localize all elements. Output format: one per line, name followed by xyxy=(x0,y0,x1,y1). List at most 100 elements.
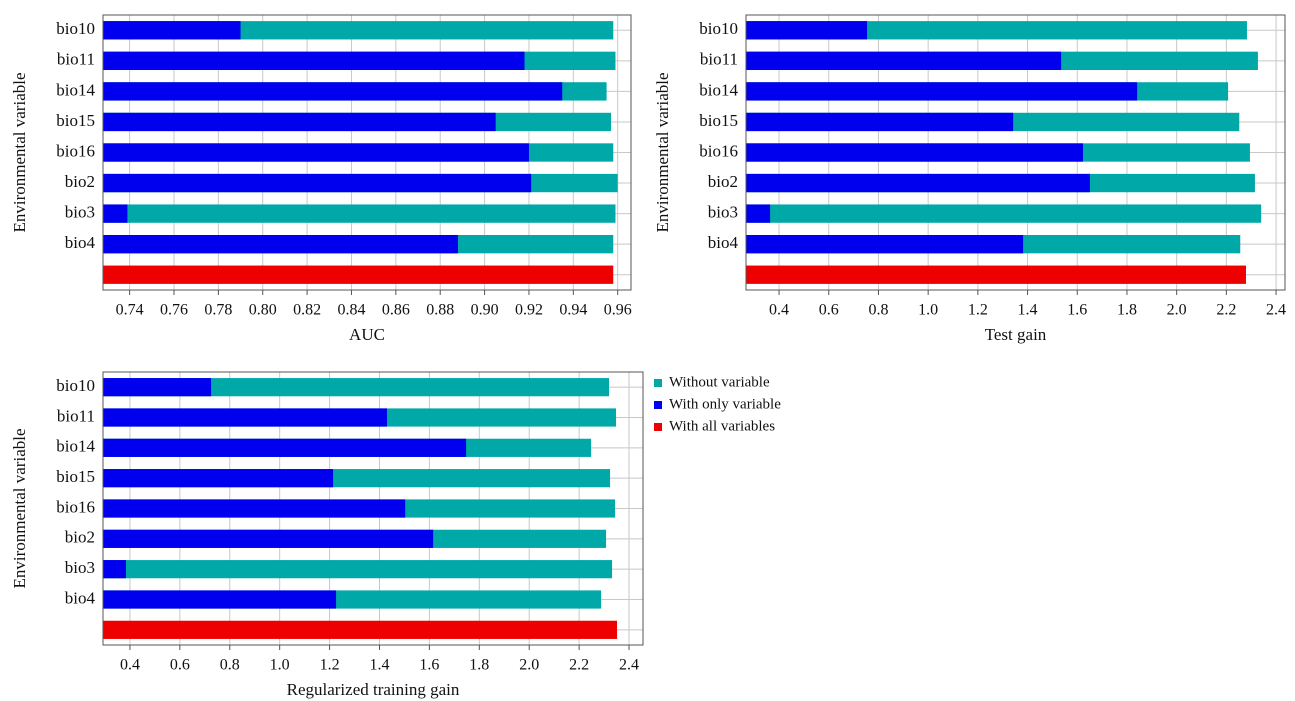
y-tick-label: bio11 xyxy=(700,50,738,69)
plot-frame xyxy=(102,14,632,291)
bar xyxy=(103,560,613,579)
x-tick-label: 0.82 xyxy=(293,302,321,319)
y-tick-label: bio15 xyxy=(699,111,738,130)
legend-label: With all variables xyxy=(669,418,775,434)
x-tick-label: 1.0 xyxy=(270,657,290,674)
x-tick-label: 0.76 xyxy=(160,302,188,319)
x-tick-label: 0.6 xyxy=(170,657,190,674)
bar xyxy=(103,408,387,427)
x-tick-label: 2.2 xyxy=(569,657,589,674)
y-tick-label: bio3 xyxy=(65,558,95,577)
bar xyxy=(103,378,212,397)
x-tick-label: 0.84 xyxy=(337,302,365,319)
y-tick-label: bio16 xyxy=(56,497,95,516)
y-tick-label: bio14 xyxy=(699,80,738,99)
bar xyxy=(103,529,434,548)
y-tick-label: bio11 xyxy=(57,406,95,425)
x-tick-label: 2.4 xyxy=(1266,302,1286,319)
x-tick-label: 0.8 xyxy=(220,657,240,674)
y-tick-label: bio10 xyxy=(699,19,738,38)
bar xyxy=(103,143,529,162)
x-tick-label: 1.6 xyxy=(1067,302,1087,319)
x-tick-label: 1.4 xyxy=(369,657,389,674)
x-tick-label: 0.6 xyxy=(819,302,839,319)
legend-swatch xyxy=(654,423,662,431)
bar xyxy=(746,21,868,40)
plot-frame xyxy=(102,371,644,646)
legend-swatch xyxy=(654,379,662,387)
x-tick-label: 1.8 xyxy=(469,657,489,674)
bar xyxy=(103,204,616,223)
y-tick-label: bio3 xyxy=(708,203,738,222)
x-tick-label: 2.0 xyxy=(1167,302,1187,319)
x-tick-label: 0.4 xyxy=(120,657,140,674)
bar xyxy=(746,82,1138,101)
x-tick-label: 1.2 xyxy=(320,657,340,674)
bar xyxy=(103,235,458,254)
bar xyxy=(746,21,1247,40)
bar xyxy=(746,204,1262,223)
y-axis-title: Environmental variable xyxy=(10,72,29,232)
y-tick-label: bio16 xyxy=(699,141,738,160)
bar xyxy=(746,265,1246,284)
bar xyxy=(103,173,532,193)
x-tick-label: 2.2 xyxy=(1216,302,1236,319)
bar xyxy=(103,265,614,284)
legend-swatch xyxy=(654,401,662,409)
y-tick-label: bio15 xyxy=(56,467,95,486)
bar xyxy=(746,173,1090,193)
bar xyxy=(103,469,334,488)
x-axis-title: AUC xyxy=(349,325,385,344)
bar xyxy=(103,499,406,518)
y-tick-label: bio2 xyxy=(708,172,738,191)
bar xyxy=(746,51,1062,70)
chart-panel: 0.4 0.6 0.8 1.0 1.2 1.4 1.6 1.8 2.0 2.2 2.4 bio10 bi… xyxy=(10,371,644,699)
bar xyxy=(103,204,128,223)
bar xyxy=(103,378,610,397)
y-tick-label: bio14 xyxy=(56,437,95,456)
bar xyxy=(746,112,1014,132)
x-tick-label: 0.80 xyxy=(249,302,277,319)
bar xyxy=(103,82,563,101)
y-tick-label: bio2 xyxy=(65,528,95,547)
y-axis-title: Environmental variable xyxy=(10,428,29,588)
x-axis-title: Test gain xyxy=(985,325,1047,344)
x-tick-label: 0.88 xyxy=(426,302,454,319)
bar xyxy=(103,438,467,457)
y-tick-label: bio4 xyxy=(65,233,96,252)
y-tick-label: bio2 xyxy=(65,172,95,191)
x-tick-label: 0.96 xyxy=(604,302,632,319)
bar xyxy=(103,21,241,40)
y-tick-label: bio16 xyxy=(56,141,95,160)
chart-panel: 0.4 0.6 0.8 1.0 1.2 1.4 1.6 1.8 2.0 2.2 2.4 bio10 bi… xyxy=(653,14,1286,344)
x-tick-label: 0.90 xyxy=(471,302,499,319)
y-tick-label: bio14 xyxy=(56,80,95,99)
x-tick-label: 1.0 xyxy=(918,302,938,319)
x-tick-label: 0.86 xyxy=(382,302,410,319)
x-tick-label: 0.74 xyxy=(116,302,144,319)
x-tick-label: 1.8 xyxy=(1117,302,1137,319)
x-tick-label: 0.92 xyxy=(515,302,543,319)
bar xyxy=(103,560,126,579)
plot-frame xyxy=(745,14,1286,291)
y-tick-label: bio3 xyxy=(65,203,95,222)
x-tick-label: 2.4 xyxy=(619,657,639,674)
y-tick-label: bio11 xyxy=(57,50,95,69)
bar xyxy=(746,204,771,223)
y-tick-label: bio4 xyxy=(65,588,96,607)
legend: Without variable With only variable With a… xyxy=(654,374,781,434)
y-tick-label: bio15 xyxy=(56,111,95,130)
x-tick-label: 1.4 xyxy=(1018,302,1038,319)
x-tick-label: 1.2 xyxy=(968,302,988,319)
chart-panel: 0.74 0.76 0.78 0.80 0.82 0.84 0.86 0.88 0.90 0.92… xyxy=(10,14,632,344)
y-tick-label: bio10 xyxy=(56,376,95,395)
bar xyxy=(746,235,1024,254)
y-tick-label: bio10 xyxy=(56,19,95,38)
x-axis-title: Regularized training gain xyxy=(287,680,460,699)
legend-label: With only variable xyxy=(669,396,781,412)
bar xyxy=(103,112,496,132)
x-tick-label: 1.6 xyxy=(419,657,439,674)
x-tick-label: 0.4 xyxy=(769,302,789,319)
